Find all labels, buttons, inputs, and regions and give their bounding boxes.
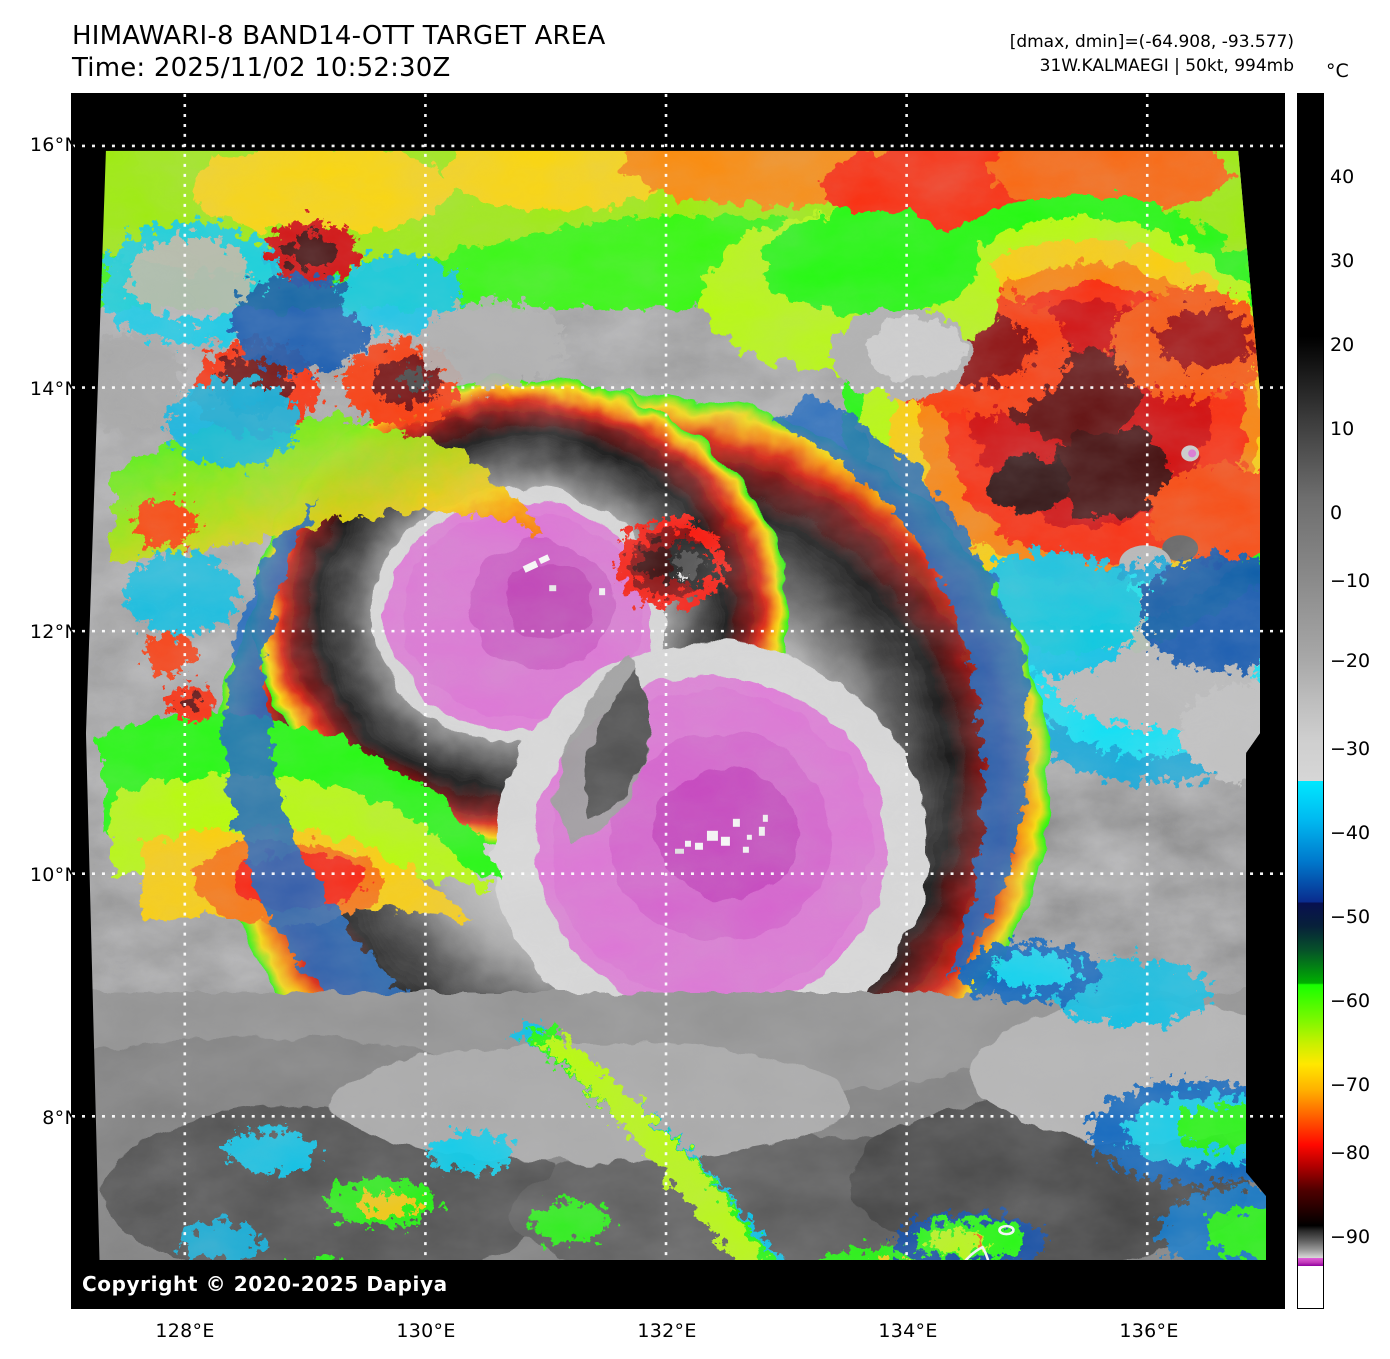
colorbar-tick-30: 30 xyxy=(1330,250,1355,272)
ir-data-field xyxy=(81,149,1267,1279)
colorbar-tick-10: 10 xyxy=(1330,418,1355,440)
metadata-block: [dmax, dmin]=(-64.908, -93.577) 31W.KALM… xyxy=(1010,30,1294,78)
x-axis-tick-128E: 128°E xyxy=(155,1320,215,1342)
colorbar-tick-m80: −80 xyxy=(1330,1142,1371,1164)
x-axis-tick-132E: 132°E xyxy=(637,1320,697,1342)
colorbar-tick-m40: −40 xyxy=(1330,822,1371,844)
y-axis-tick-16N: 16°N xyxy=(29,134,79,156)
colorbar-tick-m50: −50 xyxy=(1330,906,1371,928)
colorbar-tick-m10: −10 xyxy=(1330,570,1371,592)
x-axis-tick-136E: 136°E xyxy=(1119,1320,1179,1342)
satellite-ir-raster xyxy=(72,94,1284,1308)
title-block: HIMAWARI-8 BAND14-OTT TARGET AREA Time: … xyxy=(72,20,605,84)
y-axis-tick-12N: 12°N xyxy=(29,621,79,643)
colorbar-tick-20: 20 xyxy=(1330,334,1355,356)
x-axis-tick-130E: 130°E xyxy=(396,1320,456,1342)
colorbar-tick-0: 0 xyxy=(1330,502,1343,524)
colorbar-tick-m30: −30 xyxy=(1330,738,1371,760)
y-axis-tick-8N: 8°N xyxy=(42,1107,79,1129)
x-axis-tick-134E: 134°E xyxy=(878,1320,938,1342)
timestamp-label: Time: 2025/11/02 10:52:30Z xyxy=(72,53,451,83)
colorbar-tick-m90: −90 xyxy=(1330,1226,1371,1248)
page-title: HIMAWARI-8 BAND14-OTT TARGET AREA xyxy=(72,21,606,51)
colorbar-gradient xyxy=(1298,94,1323,1308)
copyright-text: Copyright © 2020-2025 Dapiya xyxy=(82,1272,448,1296)
y-axis-tick-10N: 10°N xyxy=(29,864,79,886)
colorbar-tick-m20: −20 xyxy=(1330,650,1371,672)
map-gridlines xyxy=(72,94,1284,1308)
colorbar-tick-m60: −60 xyxy=(1330,990,1371,1012)
colorbar-tick-m70: −70 xyxy=(1330,1074,1371,1096)
satellite-image-panel[interactable]: Copyright © 2020-2025 Dapiya xyxy=(71,93,1285,1309)
y-axis-tick-14N: 14°N xyxy=(29,378,79,400)
copyright-bar: Copyright © 2020-2025 Dapiya xyxy=(72,1260,1284,1308)
colorbar-tick-40: 40 xyxy=(1330,166,1355,188)
colorbar[interactable] xyxy=(1297,93,1324,1309)
dmax-dmin-label: [dmax, dmin]=(-64.908, -93.577) xyxy=(1009,32,1294,52)
colorbar-unit-label: °C xyxy=(1326,60,1349,82)
storm-info-label: 31W.KALMAEGI | 50kt, 994mb xyxy=(1039,56,1294,76)
